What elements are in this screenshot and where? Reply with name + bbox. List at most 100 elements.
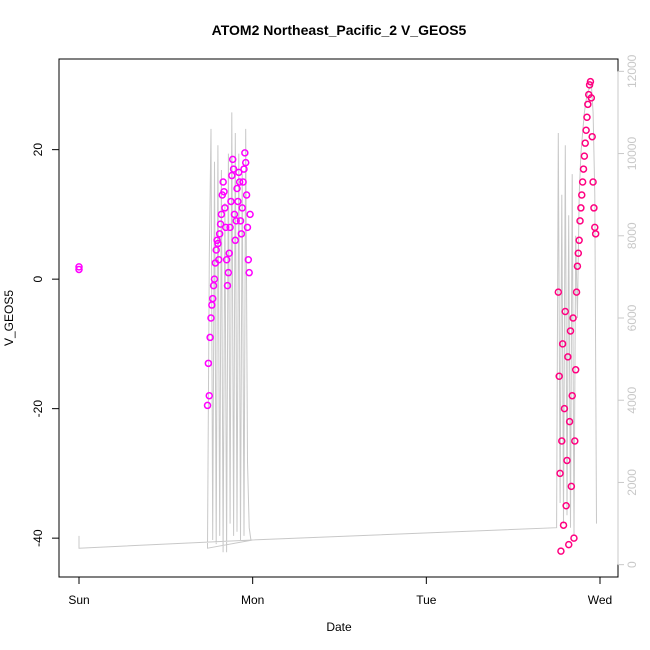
data-point: [233, 184, 241, 193]
data-point: [214, 239, 222, 248]
data-point: [571, 437, 579, 445]
y2-tick-label: 0: [625, 561, 639, 568]
data-point: [229, 165, 238, 173]
v-geos5-series: [75, 77, 600, 555]
x-tick-label: Sun: [68, 593, 89, 607]
data-point: [557, 547, 565, 555]
data-point: [578, 178, 587, 186]
data-point: [220, 187, 228, 196]
y2-tick-label: 8000: [625, 222, 639, 249]
x-axis: Sun Mon Tue Wed: [68, 576, 612, 607]
y2-tick-label: 12000: [625, 54, 639, 88]
data-point: [231, 236, 240, 245]
data-point: [246, 210, 254, 219]
data-point: [225, 249, 233, 257]
data-point: [210, 275, 219, 283]
data-point: [212, 246, 220, 254]
data-point: [570, 534, 578, 542]
data-point: [213, 236, 221, 245]
data-point: [578, 191, 586, 199]
data-point: [584, 100, 592, 109]
data-point: [580, 152, 589, 160]
data-point: [564, 353, 572, 361]
data-point: [588, 132, 596, 141]
data-point: [579, 165, 588, 173]
data-point: [221, 223, 230, 232]
data-point: [558, 437, 566, 445]
data-point: [243, 223, 252, 232]
data-point: [587, 94, 596, 102]
data-point: [222, 255, 231, 264]
y2-axis: 0 2000 4000 6000 8000 10000 12000: [617, 54, 639, 568]
data-point: [590, 204, 598, 212]
data-point: [203, 401, 212, 410]
data-point: [564, 540, 573, 549]
y-tick-label: 0: [31, 275, 45, 282]
altitude-line: [78, 83, 597, 553]
data-point: [228, 155, 237, 164]
data-point: [206, 333, 214, 342]
data-point: [568, 391, 576, 400]
chart-title: ATOM2 Northeast_Pacific_2 V_GEOS5: [212, 22, 467, 38]
data-point: [554, 288, 563, 296]
data-point: [242, 191, 251, 199]
data-point: [232, 217, 240, 225]
data-point: [572, 288, 581, 296]
data-point: [561, 307, 570, 316]
data-point: [241, 158, 250, 167]
data-point: [575, 236, 583, 245]
data-point: [245, 268, 253, 277]
data-point: [581, 139, 589, 147]
data-point: [224, 268, 233, 277]
y-tick-label: 20: [31, 143, 45, 157]
data-point: [228, 171, 236, 180]
data-point: [216, 220, 225, 228]
data-point: [589, 178, 597, 186]
x-tick-label: Wed: [588, 593, 612, 607]
data-point: [235, 178, 244, 186]
altitude-series: [78, 83, 597, 553]
data-point: [235, 168, 243, 177]
data-point: [565, 417, 574, 426]
data-point: [204, 359, 213, 368]
data-point: [75, 265, 83, 274]
data-point: [566, 327, 575, 335]
data-point: [223, 281, 232, 290]
y2-tick-label: 4000: [625, 387, 639, 414]
data-point: [215, 230, 224, 238]
data-point: [226, 223, 234, 232]
data-point: [205, 391, 213, 400]
data-point: [576, 217, 584, 225]
y-axis: -40 -20 0 20: [31, 143, 60, 547]
data-point: [556, 469, 564, 478]
data-point: [583, 113, 591, 122]
data-point: [239, 178, 247, 186]
data-point: [577, 204, 585, 212]
data-point: [234, 197, 242, 206]
data-point: [582, 126, 590, 134]
data-point: [240, 165, 248, 173]
data-point: [217, 210, 226, 219]
data-point: [221, 204, 229, 212]
y-tick-label: -20: [31, 400, 45, 418]
data-point: [567, 482, 576, 491]
data-point: [585, 81, 594, 89]
y2-tick-label: 10000: [625, 137, 639, 171]
data-point: [559, 521, 568, 529]
data-point: [574, 249, 583, 257]
data-point: [215, 255, 223, 264]
data-point: [230, 210, 239, 219]
data-point: [573, 262, 582, 270]
data-point: [208, 294, 217, 303]
y-axis-title: V_GEOS5: [2, 290, 16, 346]
data-point: [237, 230, 246, 238]
data-point: [560, 404, 569, 413]
y-tick-label: -40: [31, 529, 45, 547]
x-tick-label: Tue: [416, 593, 437, 607]
data-point: [241, 149, 249, 157]
x-axis-title: Date: [326, 620, 352, 634]
data-point: [244, 255, 253, 264]
data-point: [569, 314, 577, 322]
x-tick-label: Mon: [241, 593, 264, 607]
data-point: [207, 314, 215, 322]
